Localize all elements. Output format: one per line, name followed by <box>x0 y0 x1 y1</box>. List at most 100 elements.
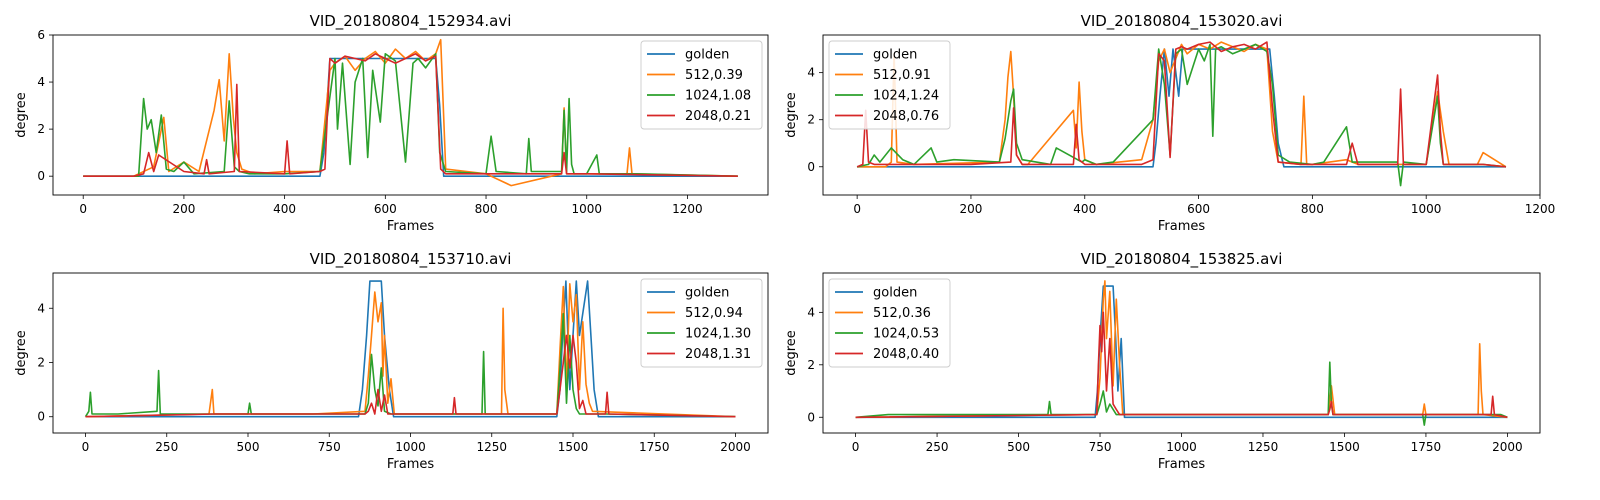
axes-frame <box>822 34 1541 196</box>
x-tick-label: 1000 <box>1166 440 1197 454</box>
x-tick-label: 1750 <box>1411 440 1442 454</box>
series-line-1024-1-30 <box>84 312 736 418</box>
x-tick-label: 2000 <box>720 440 751 454</box>
legend-entry: 1024,0.53 <box>873 327 939 342</box>
y-tick-label: 6 <box>37 28 45 42</box>
y-tick-label: 0 <box>807 160 815 174</box>
x-tick-label: 0 <box>853 202 861 216</box>
legend: golden 512,0.36 1024,0.53 2048,0.40 <box>828 278 951 368</box>
y-tick-label: 0 <box>37 410 45 424</box>
subplot-2: VID_20180804_153020.avi 0 200 400 600 800 1000… <box>784 12 1555 234</box>
x-tick-label: 750 <box>318 440 341 454</box>
x-tick-label: 400 <box>273 202 296 216</box>
series-line-2048-0-76 <box>856 41 1506 168</box>
x-tick-label: 0 <box>79 202 87 216</box>
x-tick-label: 1750 <box>639 440 670 454</box>
legend-box <box>828 278 951 368</box>
x-tick-label: 750 <box>1089 440 1112 454</box>
subplot-title: VID_20180804_153020.avi <box>1081 12 1283 31</box>
series-line-2048-0-21 <box>83 52 738 177</box>
legend: golden 512,0.39 1024,1.08 2048,0.21 <box>640 40 763 130</box>
legend-entry: 1024,1.08 <box>685 89 751 104</box>
series-line-1024-1-08 <box>83 52 738 177</box>
legend-entry: golden <box>685 48 729 63</box>
x-tick-label: 600 <box>1187 202 1210 216</box>
x-tick-label: 1500 <box>1329 440 1360 454</box>
legend-entry: 2048,0.21 <box>685 109 751 124</box>
legend-entry: 512,0.91 <box>873 68 931 83</box>
x-tick-label: 1000 <box>571 202 602 216</box>
legend-entry: 1024,1.24 <box>873 89 939 104</box>
y-tick-label: 0 <box>807 410 815 424</box>
legend-entry: 2048,0.40 <box>873 347 939 362</box>
legend: golden 512,0.91 1024,1.24 2048,0.76 <box>828 40 951 130</box>
x-tick-label: 1200 <box>672 202 703 216</box>
subplot-title: VID_20180804_153710.avi <box>310 250 512 269</box>
x-tick-label: 1000 <box>1411 202 1442 216</box>
x-tick-label: 800 <box>475 202 498 216</box>
series-line-2048-0-40 <box>855 311 1508 419</box>
series-line-512-0-36 <box>855 280 1508 419</box>
y-tick-label: 2 <box>37 122 45 136</box>
subplot-title: VID_20180804_152934.avi <box>310 12 512 31</box>
series-line-1024-0-53 <box>855 361 1508 426</box>
y-tick-label: 2 <box>807 113 815 127</box>
series-line-1024-1-24 <box>856 43 1506 187</box>
x-tick-label: 500 <box>237 440 260 454</box>
x-tick-label: 200 <box>959 202 982 216</box>
legend-entry: 1024,1.30 <box>685 327 751 342</box>
subplot-title: VID_20180804_153825.avi <box>1081 250 1283 269</box>
x-tick-label: 800 <box>1301 202 1324 216</box>
legend-entry: 512,0.36 <box>873 306 931 321</box>
x-tick-label: 400 <box>1073 202 1096 216</box>
series-line-2048-1-31 <box>85 334 736 418</box>
y-tick-label: 2 <box>807 358 815 372</box>
x-axis-label: Frames <box>387 457 435 472</box>
y-tick-label: 4 <box>37 301 45 315</box>
series-line-512-0-91 <box>857 41 1507 168</box>
legend-box <box>640 278 763 368</box>
x-tick-label: 2000 <box>1492 440 1523 454</box>
y-tick-label: 2 <box>37 355 45 369</box>
x-tick-label: 250 <box>926 440 949 454</box>
x-tick-label: 1250 <box>476 440 507 454</box>
subplot-4: VID_20180804_153825.avi 0 250 500 750 1000 125… <box>784 250 1541 472</box>
series-line-golden <box>857 48 1506 168</box>
series-line-golden <box>85 280 736 418</box>
x-tick-label: 1200 <box>1525 202 1556 216</box>
axes-frame <box>52 34 769 196</box>
subplot-3: VID_20180804_153710.avi 0 250 500 750 1000 125… <box>14 250 769 472</box>
legend-box <box>828 40 951 130</box>
legend-entry: golden <box>873 286 917 301</box>
y-tick-label: 4 <box>807 66 815 80</box>
x-tick-label: 0 <box>82 440 90 454</box>
y-tick-label: 0 <box>37 169 45 183</box>
x-tick-label: 1250 <box>1248 440 1279 454</box>
y-axis-label: degree <box>14 92 29 138</box>
y-axis-label: degree <box>784 330 799 376</box>
y-tick-label: 4 <box>37 75 45 89</box>
y-tick-label: 4 <box>807 305 815 319</box>
subplot-1: VID_20180804_152934.avi 0 200 400 600 800 1000… <box>14 12 769 234</box>
legend-entry: 512,0.39 <box>685 68 743 83</box>
legend-entry: 512,0.94 <box>685 306 743 321</box>
legend: golden 512,0.94 1024,1.30 2048,1.31 <box>640 278 763 368</box>
series-line-golden <box>83 57 738 177</box>
x-axis-label: Frames <box>387 219 435 234</box>
x-tick-label: 0 <box>852 440 860 454</box>
legend-entry: 2048,1.31 <box>685 347 751 362</box>
y-axis-label: degree <box>14 330 29 376</box>
legend-box <box>640 40 763 130</box>
series-line-golden <box>855 285 1508 419</box>
y-axis-label: degree <box>784 92 799 138</box>
x-tick-label: 1000 <box>395 440 426 454</box>
x-axis-label: Frames <box>1158 219 1206 234</box>
series-line-512-0-94 <box>85 282 736 418</box>
legend-entry: 2048,0.76 <box>873 109 939 124</box>
x-tick-label: 1500 <box>558 440 589 454</box>
x-tick-label: 250 <box>155 440 178 454</box>
x-axis-label: Frames <box>1158 457 1206 472</box>
x-tick-label: 600 <box>374 202 397 216</box>
x-tick-label: 500 <box>1007 440 1030 454</box>
